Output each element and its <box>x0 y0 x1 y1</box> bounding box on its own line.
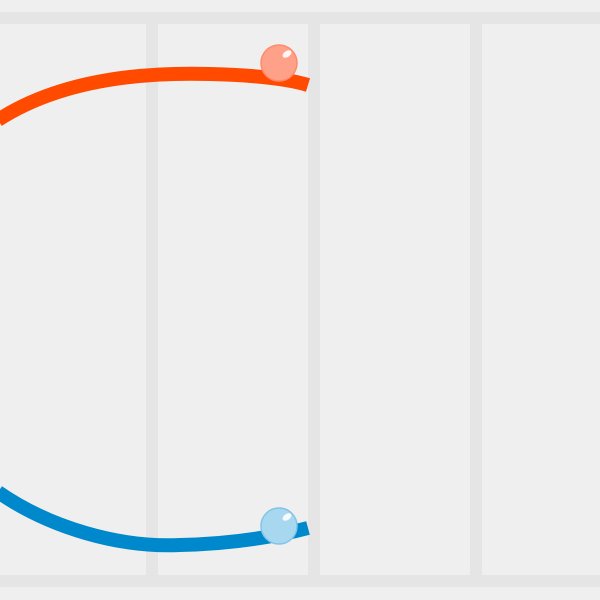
lane-grid <box>0 12 600 587</box>
lane-divider <box>146 24 158 575</box>
orange-ball[interactable] <box>260 44 298 82</box>
blue-ball[interactable] <box>260 507 298 545</box>
lane-divider <box>308 24 320 575</box>
ball-highlight-icon <box>282 513 292 521</box>
bottom-rail <box>0 575 600 587</box>
lane-divider <box>470 24 482 575</box>
ball-highlight-icon <box>282 50 292 58</box>
top-rail <box>0 12 600 24</box>
